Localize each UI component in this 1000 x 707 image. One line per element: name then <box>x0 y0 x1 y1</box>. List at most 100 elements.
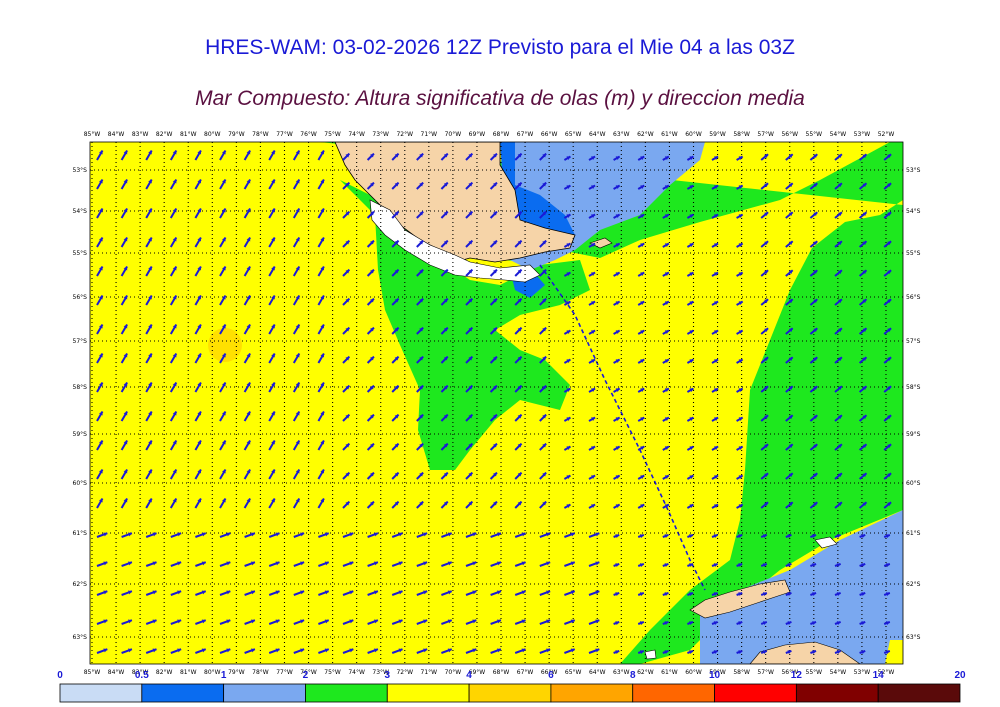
wave-arrow <box>785 298 794 306</box>
wave-arrow <box>637 503 645 509</box>
wave-arrow <box>342 471 351 480</box>
wave-arrow <box>317 381 325 393</box>
wave-arrow <box>711 242 719 248</box>
wave-arrow <box>366 268 375 277</box>
wave-arrow <box>416 532 428 538</box>
wave-arrow <box>366 181 375 190</box>
wave-arrow <box>539 648 551 654</box>
wave-arrow <box>490 561 502 567</box>
wave-arrow <box>391 297 400 306</box>
longitude-label-top: 60°W <box>685 131 702 138</box>
wave-arrow <box>662 592 669 597</box>
wave-arrow <box>219 265 227 277</box>
wave-arrow <box>489 239 498 248</box>
wave-arrow <box>810 534 817 539</box>
wave-arrow <box>145 381 153 393</box>
wave-arrow <box>194 236 202 248</box>
wave-arrow <box>834 182 843 190</box>
wave-arrow <box>514 239 523 248</box>
wave-arrow <box>268 561 280 567</box>
wave-arrow <box>711 416 719 422</box>
wave-arrow <box>785 592 792 597</box>
wave-arrow <box>120 265 128 277</box>
wave-arrow <box>883 298 892 306</box>
wave-arrow <box>613 213 621 219</box>
wave-arrow <box>120 352 128 364</box>
wave-arrow <box>96 468 104 480</box>
wave-arrow <box>736 621 743 626</box>
wave-arrow <box>686 387 694 393</box>
wave-arrow <box>243 149 251 161</box>
wave-arrow <box>219 532 231 538</box>
latitude-label-left: 59°S <box>73 431 88 438</box>
wave-arrow <box>687 621 694 626</box>
wave-arrow <box>416 413 424 422</box>
wave-arrow <box>317 149 325 161</box>
wave-arrow <box>637 155 645 161</box>
wave-arrow <box>416 210 424 219</box>
longitude-labels-top: 85°W 84°W 83°W 82°W 81°W 80°W 79°W 78°W 77°W 76°W… <box>84 131 895 138</box>
wave-arrow <box>292 207 301 219</box>
longitude-label-bottom: 85°W <box>84 669 101 676</box>
longitude-label-top: 57°W <box>757 131 774 138</box>
map-title: HRES-WAM: 03-02-2026 12Z Previsto para e… <box>205 36 795 59</box>
wave-arrow <box>292 323 301 335</box>
wave-arrow <box>96 532 108 538</box>
wave-arrow <box>834 534 841 539</box>
wave-arrow <box>514 384 523 393</box>
wave-arrow <box>342 413 351 422</box>
longitude-label-top: 76°W <box>300 131 317 138</box>
wave-arrow <box>687 650 694 655</box>
wave-arrow <box>883 650 891 655</box>
wave-arrow <box>760 385 769 393</box>
longitude-label-top: 65°W <box>565 131 582 138</box>
wave-arrow <box>243 497 251 509</box>
longitude-label-bottom: 75°W <box>324 669 341 676</box>
wave-arrow <box>662 650 669 655</box>
wave-arrow <box>588 474 596 480</box>
wave-arrow <box>883 356 892 364</box>
wave-arrow <box>391 442 400 451</box>
wave-arrow <box>514 532 526 538</box>
wave-arrow <box>662 474 670 480</box>
wave-arrow <box>760 443 769 451</box>
wave-arrow <box>342 268 351 277</box>
latitude-label-left: 56°S <box>73 294 88 301</box>
wave-arrow <box>465 532 477 538</box>
colorbar-swatch <box>795 683 879 703</box>
wave-arrow <box>465 384 474 393</box>
wave-arrow <box>391 561 403 567</box>
wave-arrow <box>834 650 841 655</box>
longitude-label-top: 85°W <box>84 131 101 138</box>
longitude-label-bottom: 69°W <box>469 669 486 676</box>
wave-arrow <box>687 592 694 597</box>
wave-arrow <box>883 534 891 539</box>
wave-arrow <box>637 534 645 539</box>
longitude-label-bottom: 65°W <box>565 669 582 676</box>
wave-arrow <box>489 500 498 509</box>
wave-arrow <box>785 650 792 655</box>
longitude-label-top: 59°W <box>709 131 726 138</box>
wave-arrow <box>342 532 354 538</box>
wave-arrow <box>564 648 576 654</box>
wave-arrow <box>613 650 620 655</box>
wave-arrow <box>736 242 744 248</box>
wave-arrow <box>318 561 330 567</box>
wave-arrow <box>145 207 153 219</box>
colorbar-label: 0.5 <box>135 670 149 681</box>
longitude-label-bottom: 63°W <box>613 669 630 676</box>
latitude-labels-right: 53°S 54°S 55°S 56°S 57°S 58°S 59°S 60°S 61°S 62°S… <box>906 167 921 641</box>
wave-arrow <box>366 500 375 509</box>
wave-arrow <box>120 149 128 161</box>
wave-arrow <box>293 590 305 596</box>
wave-arrow <box>711 213 719 219</box>
wave-arrow <box>416 648 428 654</box>
colorbar-swatch <box>714 683 797 703</box>
longitude-label-bottom: 78°W <box>252 669 269 676</box>
wave-arrow <box>145 439 153 451</box>
plot-frame <box>89 141 904 665</box>
wave-arrow <box>686 300 694 306</box>
wave-arrow <box>637 445 645 451</box>
wave-arrow <box>588 358 596 364</box>
